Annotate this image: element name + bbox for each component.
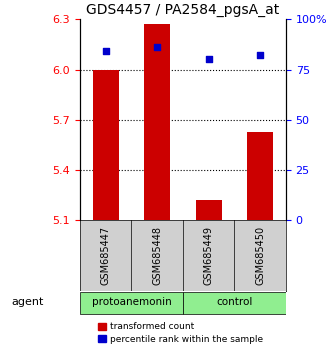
Point: [257, 53, 263, 58]
Bar: [247, 132, 273, 221]
Bar: [196, 200, 221, 221]
Text: GSM685447: GSM685447: [101, 226, 111, 285]
Text: agent: agent: [12, 297, 44, 307]
Point: [103, 48, 108, 54]
FancyBboxPatch shape: [183, 292, 286, 314]
Text: GSM685449: GSM685449: [204, 226, 214, 285]
Legend: transformed count, percentile rank within the sample: transformed count, percentile rank withi…: [95, 319, 267, 348]
Text: control: control: [216, 297, 252, 307]
Text: protoanemonin: protoanemonin: [91, 297, 171, 307]
Bar: [93, 69, 118, 221]
Bar: [144, 24, 170, 221]
Point: [206, 57, 211, 62]
Title: GDS4457 / PA2584_pgsA_at: GDS4457 / PA2584_pgsA_at: [86, 3, 280, 17]
FancyBboxPatch shape: [80, 292, 183, 314]
Text: GSM685448: GSM685448: [152, 226, 162, 285]
Text: GSM685450: GSM685450: [255, 226, 265, 285]
Point: [154, 45, 160, 50]
